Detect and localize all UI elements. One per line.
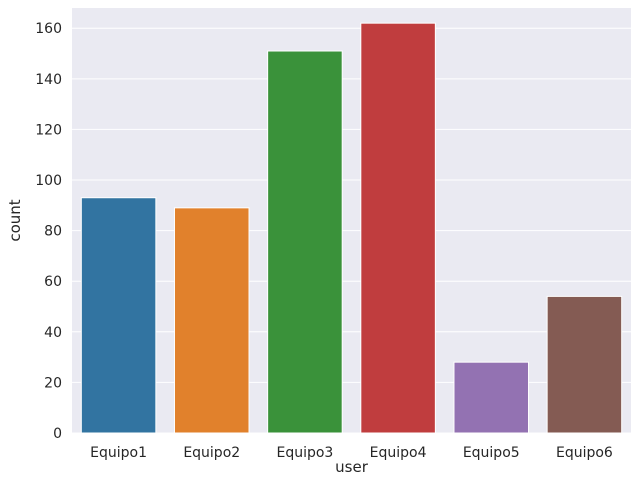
y-tick-label: 0 [53, 426, 62, 442]
x-axis-label: user [335, 458, 369, 476]
bar-equipo2 [173, 207, 250, 434]
x-tick-label: Equipo4 [370, 445, 427, 461]
y-tick-labels: 0 20 40 60 80 100 120 140 160 [35, 21, 62, 442]
y-tick-label: 120 [35, 122, 62, 138]
y-axis-label: count [6, 199, 24, 241]
bar-equipo6 [546, 295, 623, 434]
gridlines [72, 27, 631, 434]
y-tick-label: 160 [35, 21, 62, 37]
x-tick-label: Equipo3 [276, 445, 333, 461]
bar-equipo1 [80, 197, 157, 434]
y-tick-label: 140 [35, 72, 62, 88]
y-tick-label: 20 [44, 375, 62, 391]
x-tick-label: Equipo5 [463, 445, 520, 461]
y-tick-label: 100 [35, 173, 62, 189]
x-tick-label: Equipo1 [90, 445, 147, 461]
bar-equipo4 [360, 22, 436, 434]
y-tick-label: 40 [44, 325, 62, 341]
bars [80, 22, 623, 434]
x-tick-label: Equipo6 [556, 445, 613, 461]
x-tick-labels: Equipo1 Equipo2 Equipo3 Equipo4 Equipo5 Equip… [90, 445, 613, 461]
y-tick-label: 60 [44, 274, 62, 290]
x-tick-label: Equipo2 [183, 445, 240, 461]
bar-equipo5 [453, 361, 530, 434]
y-tick-label: 80 [44, 224, 62, 240]
bar-equipo3 [267, 50, 343, 434]
